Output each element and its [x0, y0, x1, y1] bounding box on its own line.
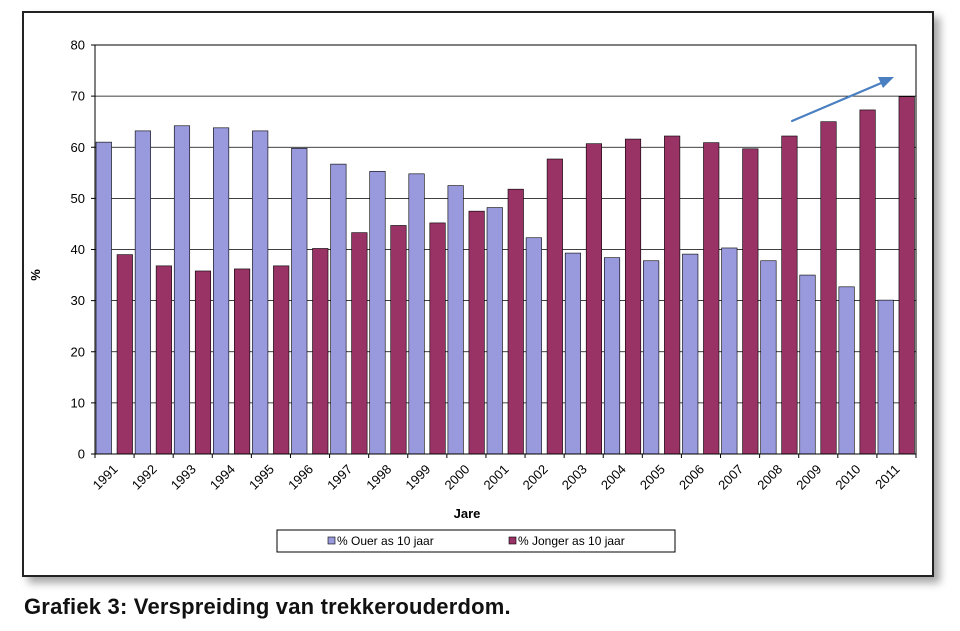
bar-ouer-1998 [369, 170, 386, 455]
y-axis-title: % [28, 269, 43, 281]
x-tick-label-2010: 2010 [832, 462, 863, 493]
bar-ouer-1995 [252, 130, 269, 455]
bar-jonger-2000 [468, 210, 485, 455]
gridlines [95, 44, 916, 454]
x-tick-label-2007: 2007 [715, 462, 746, 493]
bar-ouer-1991 [95, 141, 112, 455]
chart-frame: 0 10 20 30 40 50 60 70 80 1991 1992 1993 1994 1995 19… [22, 11, 934, 577]
bar-ouer-2006 [682, 253, 699, 455]
x-tick-label-2008: 2008 [754, 462, 785, 493]
bar-ouer-1994 [213, 127, 230, 455]
bar-jonger-2004 [624, 138, 642, 455]
bar-ouer-2004 [603, 257, 621, 455]
axes [91, 44, 917, 458]
bar-jonger-2005 [664, 135, 681, 455]
figure-caption: Grafiek 3: Verspreiding van trekkerouder… [24, 594, 511, 619]
y-tick-label: 60 [71, 140, 85, 155]
x-tick-label-2000: 2000 [441, 462, 472, 493]
x-tick-label-1996: 1996 [285, 462, 316, 493]
bar-ouer-2003 [564, 252, 581, 455]
bar-ouer-1993 [173, 125, 191, 455]
bar-jonger-2010 [859, 109, 876, 455]
y-tick-label: 50 [71, 191, 85, 206]
bar-jonger-1994 [234, 268, 251, 455]
trend-arrow [790, 77, 894, 123]
trend-arrow-shaft [790, 79, 888, 123]
x-tick-label-2005: 2005 [637, 462, 668, 493]
bar-ouer-2001 [486, 207, 503, 455]
bar-ouer-2005 [643, 260, 660, 455]
x-tick-labels: 1991 1992 1993 1994 1995 1996 1997 1998 1999 2000… [90, 462, 903, 493]
bar-jonger-1992 [155, 265, 172, 455]
x-tick-label-1994: 1994 [207, 462, 238, 493]
x-tick-label-2011: 2011 [872, 462, 902, 492]
bar-jonger-1991 [116, 254, 133, 455]
bar-jonger-2002 [546, 158, 563, 455]
x-tick-label-2006: 2006 [676, 462, 707, 493]
bar-jonger-2008 [781, 135, 798, 455]
bar-ouer-2010 [838, 286, 855, 455]
bar-ouer-2007 [721, 247, 738, 455]
x-tick-label-2009: 2009 [793, 462, 824, 493]
bar-ouer-2002 [525, 237, 542, 455]
y-tick-label: 0 [78, 447, 85, 462]
bar-jonger-2007 [742, 148, 759, 455]
plot-border [94, 44, 917, 455]
bar-jonger-1995 [273, 265, 290, 455]
bar-jonger-2009 [820, 121, 837, 455]
x-axis-title: Jare [454, 506, 481, 521]
bar-jonger-1997 [351, 232, 368, 455]
bar-ouer-2000 [447, 185, 464, 455]
bar-jonger-2011 [898, 96, 915, 455]
x-tick-label-1993: 1993 [168, 462, 199, 493]
y-tick-label: 10 [71, 395, 85, 410]
legend-swatch-jonger [508, 536, 517, 545]
bar-jonger-2001 [507, 188, 524, 455]
bar-ouer-2011 [877, 299, 894, 455]
legend: % Ouer as 10 jaar % Jonger as 10 jaar [276, 529, 676, 553]
y-tick-label: 80 [71, 38, 85, 53]
bar-ouer-1992 [134, 130, 151, 455]
legend-swatch-ouer [327, 536, 336, 545]
bar-ouer-1999 [408, 173, 425, 455]
y-tick-label: 30 [71, 293, 85, 308]
bar-ouer-2009 [799, 274, 816, 455]
y-tick-label: 40 [71, 242, 85, 257]
bar-jonger-1998 [390, 225, 407, 455]
x-tick-label-2004: 2004 [598, 462, 629, 493]
x-tick-label-2003: 2003 [559, 462, 590, 493]
y-tick-label: 70 [71, 89, 85, 104]
bar-jonger-1999 [429, 222, 446, 455]
bars [95, 96, 915, 455]
x-tick-label-1991: 1991 [90, 462, 121, 493]
bar-jonger-2006 [703, 142, 720, 455]
x-tick-label-1997: 1997 [324, 462, 355, 493]
legend-label-ouer: % Ouer as 10 jaar [337, 534, 434, 548]
y-tick-labels: 0 10 20 30 40 50 60 70 80 [71, 38, 85, 462]
bar-ouer-1996 [291, 147, 308, 455]
y-tick-label: 20 [71, 344, 85, 359]
x-tick-label-2001: 2001 [481, 462, 512, 493]
x-tick-label-1995: 1995 [246, 462, 277, 493]
bar-ouer-1997 [330, 163, 347, 455]
x-tick-label-2002: 2002 [520, 462, 551, 493]
legend-label-jonger: % Jonger as 10 jaar [518, 534, 625, 548]
bar-jonger-2003 [585, 143, 602, 455]
x-tick-label-1992: 1992 [129, 462, 160, 493]
bar-jonger-1993 [194, 270, 212, 455]
x-tick-label-1999: 1999 [402, 462, 433, 493]
bar-ouer-2008 [760, 260, 777, 455]
x-tick-label-1998: 1998 [363, 462, 394, 493]
legend-box [276, 529, 676, 553]
bar-jonger-1996 [312, 248, 329, 455]
trend-arrow-head [878, 77, 894, 88]
